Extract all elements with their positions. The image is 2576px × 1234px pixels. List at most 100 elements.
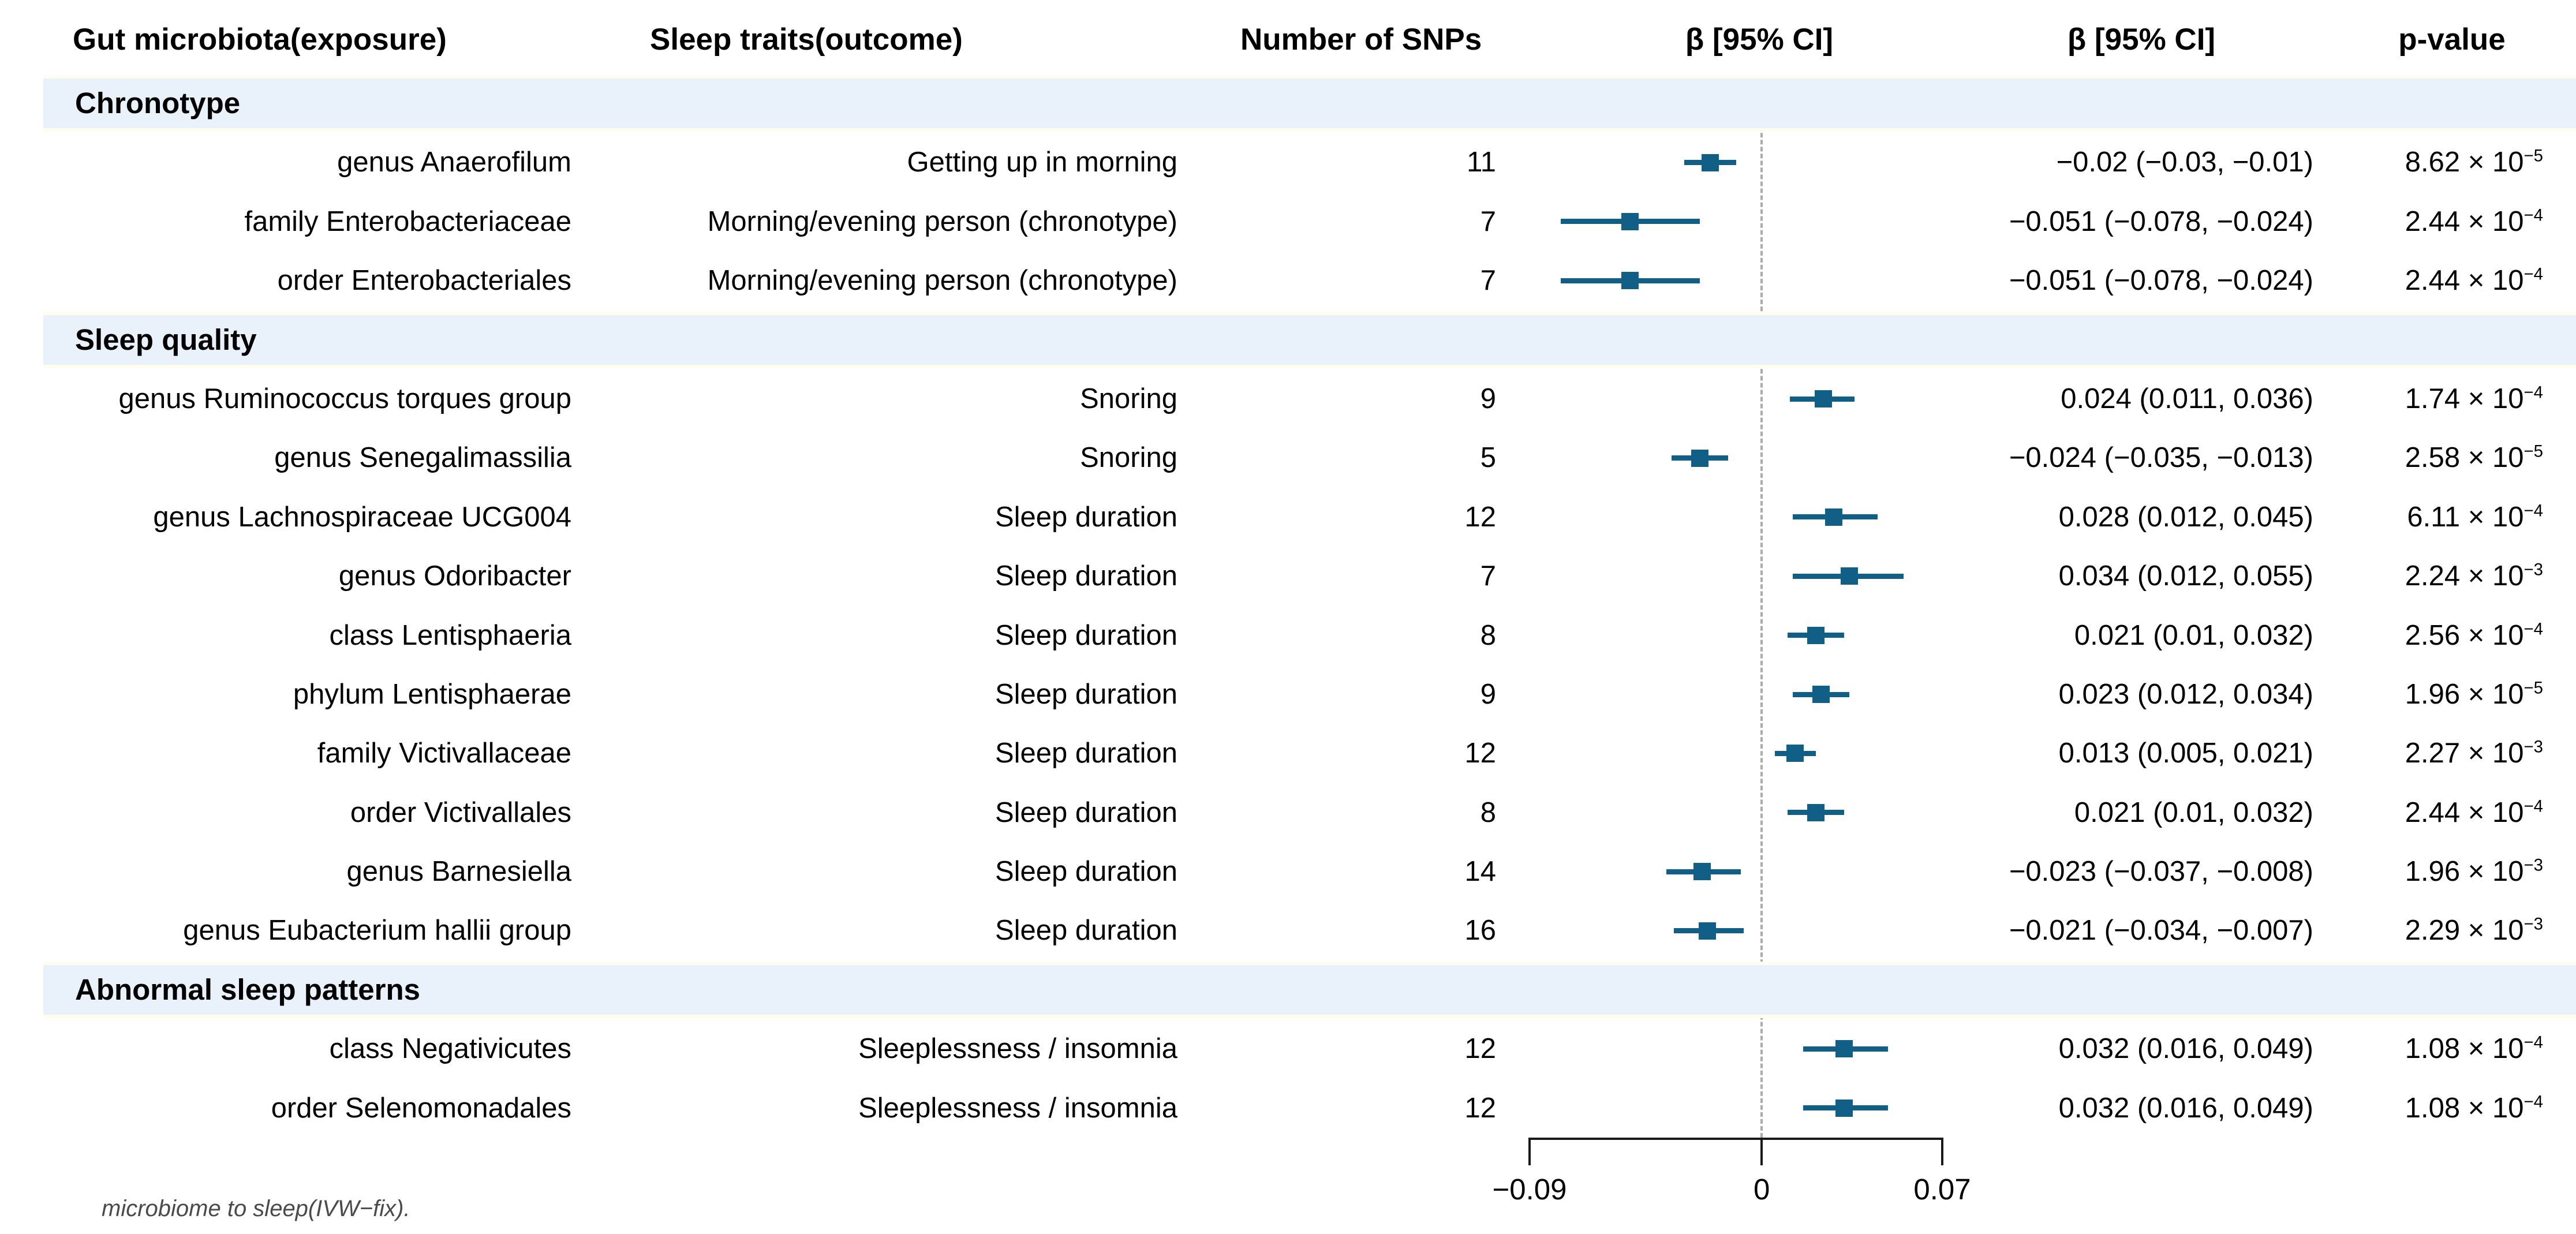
header-outcome: Sleep traits(outcome) [650,23,963,57]
axis-tick [1528,1138,1531,1165]
p-value-text: 2.44 × 10−4 [2349,783,2543,842]
beta-ci-text: 0.032 (0.016, 0.049) [2058,1092,2313,1124]
outcome-label: Sleep duration [994,797,1177,828]
forest-plot-cell [1530,724,1942,783]
point-estimate-marker [1786,745,1804,762]
exposure-label: genus Eubacterium hallii group [183,915,571,947]
beta-ci-text: 0.021 (0.01, 0.032) [2074,619,2313,651]
table-row: genus Barnesiella Sleep duration 14 −0.023 … [0,842,2576,901]
outcome-label: Snoring [1080,442,1177,474]
section-row: Sleep quality [0,311,2576,369]
exposure-label: order Victivallales [350,797,571,828]
p-value-text: 1.08 × 10−4 [2349,1019,2543,1078]
p-value-text: 2.44 × 10−4 [2349,192,2543,251]
beta-ci-text: −0.024 (−0.035, −0.013) [2009,442,2313,474]
p-value-mantissa: 2.24 × 10 [2405,560,2524,592]
point-estimate-marker [1841,567,1859,585]
beta-ci-text: 0.021 (0.01, 0.032) [2074,797,2313,828]
exposure-label: family Enterobacteriaceae [244,205,571,237]
p-value-exponent: −4 [2523,1092,2543,1112]
p-value-mantissa: 8.62 × 10 [2405,147,2524,178]
forest-plot-cell [1530,901,1942,960]
p-value-mantissa: 2.58 × 10 [2405,442,2524,474]
snp-count: 7 [1480,560,1496,592]
forest-plot-cell [1530,192,1942,251]
point-estimate-marker [1693,863,1711,881]
point-estimate-marker [1621,272,1639,290]
outcome-label: Snoring [1080,383,1177,414]
axis-tick [1941,1138,1943,1165]
p-value-mantissa: 2.27 × 10 [2405,738,2524,769]
beta-ci-text: 0.023 (0.012, 0.034) [2058,678,2313,710]
table-row: family Enterobacteriaceae Morning/evening… [0,192,2576,251]
table-row: genus Eubacterium hallii group Sleep dura… [0,901,2576,960]
exposure-label: genus Senegalimassilia [274,442,571,474]
axis-tick-label: 0 [1754,1173,1770,1206]
forest-table: Chronotype genus Anaerofilum Getting up in… [0,74,2576,1138]
table-row: class Lentisphaeria Sleep duration 8 0.021 … [0,606,2576,665]
p-value-mantissa: 2.44 × 10 [2405,205,2524,237]
p-value-exponent: −3 [2523,855,2543,875]
header-beta-ci: β [95% CI] [2067,23,2216,57]
p-value-text: 1.96 × 10−3 [2349,842,2543,901]
axis-tick-label: 0.07 [1913,1173,1971,1206]
snp-count: 7 [1480,205,1496,237]
p-value-mantissa: 2.44 × 10 [2405,265,2524,297]
p-value-mantissa: 2.44 × 10 [2405,797,2524,828]
outcome-label: Morning/evening person (chronotype) [707,205,1177,237]
p-value-text: 2.27 × 10−3 [2349,724,2543,783]
section-band [43,311,2576,368]
forest-plot-cell [1530,251,1942,310]
p-value-exponent: −3 [2523,560,2543,579]
snp-count: 8 [1480,797,1496,828]
p-value-exponent: −4 [2523,501,2543,521]
p-value-exponent: −4 [2523,1033,2543,1052]
snp-count: 14 [1464,856,1496,888]
p-value-mantissa: 2.29 × 10 [2405,915,2524,947]
header-exposure: Gut microbiota(exposure) [73,23,447,57]
p-value-text: 8.62 × 10−5 [2349,133,2543,192]
table-row: genus Odoribacter Sleep duration 7 0.034 (0… [0,547,2576,605]
beta-ci-text: −0.02 (−0.03, −0.01) [2056,147,2313,178]
outcome-label: Sleep duration [994,915,1177,947]
table-row: order Victivallales Sleep duration 8 0.021 … [0,783,2576,842]
point-estimate-marker [1691,449,1708,467]
point-estimate-marker [1621,212,1639,230]
outcome-label: Sleep duration [994,501,1177,533]
point-estimate-marker [1701,154,1719,171]
p-value-text: 2.56 × 10−4 [2349,606,2543,665]
snp-count: 12 [1464,1092,1496,1124]
beta-ci-text: −0.021 (−0.034, −0.007) [2009,915,2313,947]
point-estimate-marker [1815,390,1833,408]
p-value-text: 2.44 × 10−4 [2349,251,2543,310]
exposure-label: order Enterobacteriales [277,265,571,297]
p-value-exponent: −5 [2523,442,2543,462]
table-row: family Victivallaceae Sleep duration 12 0.0… [0,724,2576,783]
section-label: Chronotype [75,87,241,119]
snp-count: 7 [1480,265,1496,297]
p-value-text: 1.74 × 10−4 [2349,369,2543,428]
beta-ci-text: −0.051 (−0.078, −0.024) [2009,205,2313,237]
exposure-label: class Lentisphaeria [329,619,571,651]
beta-ci-text: 0.028 (0.012, 0.045) [2058,501,2313,533]
outcome-label: Getting up in morning [907,147,1178,178]
exposure-label: genus Barnesiella [346,856,571,888]
outcome-label: Sleep duration [994,619,1177,651]
point-estimate-marker [1807,803,1825,821]
point-estimate-marker [1812,686,1830,704]
p-value-mantissa: 6.11 × 10 [2407,501,2524,533]
zero-reference-dashed-line [1760,77,1763,1138]
point-estimate-marker [1807,626,1825,644]
snp-count: 12 [1464,738,1496,769]
p-value-exponent: −4 [2523,383,2543,402]
p-value-mantissa: 1.96 × 10 [2405,856,2524,888]
p-value-exponent: −5 [2523,678,2543,698]
point-estimate-marker [1699,922,1717,940]
snp-count: 16 [1464,915,1496,947]
outcome-label: Sleeplessness / insomnia [858,1092,1177,1124]
axis-tick [1760,1138,1763,1165]
beta-ci-text: 0.013 (0.005, 0.021) [2058,738,2313,769]
exposure-label: class Negativicutes [329,1033,571,1065]
point-estimate-marker [1825,508,1843,526]
snp-count: 12 [1464,501,1496,533]
